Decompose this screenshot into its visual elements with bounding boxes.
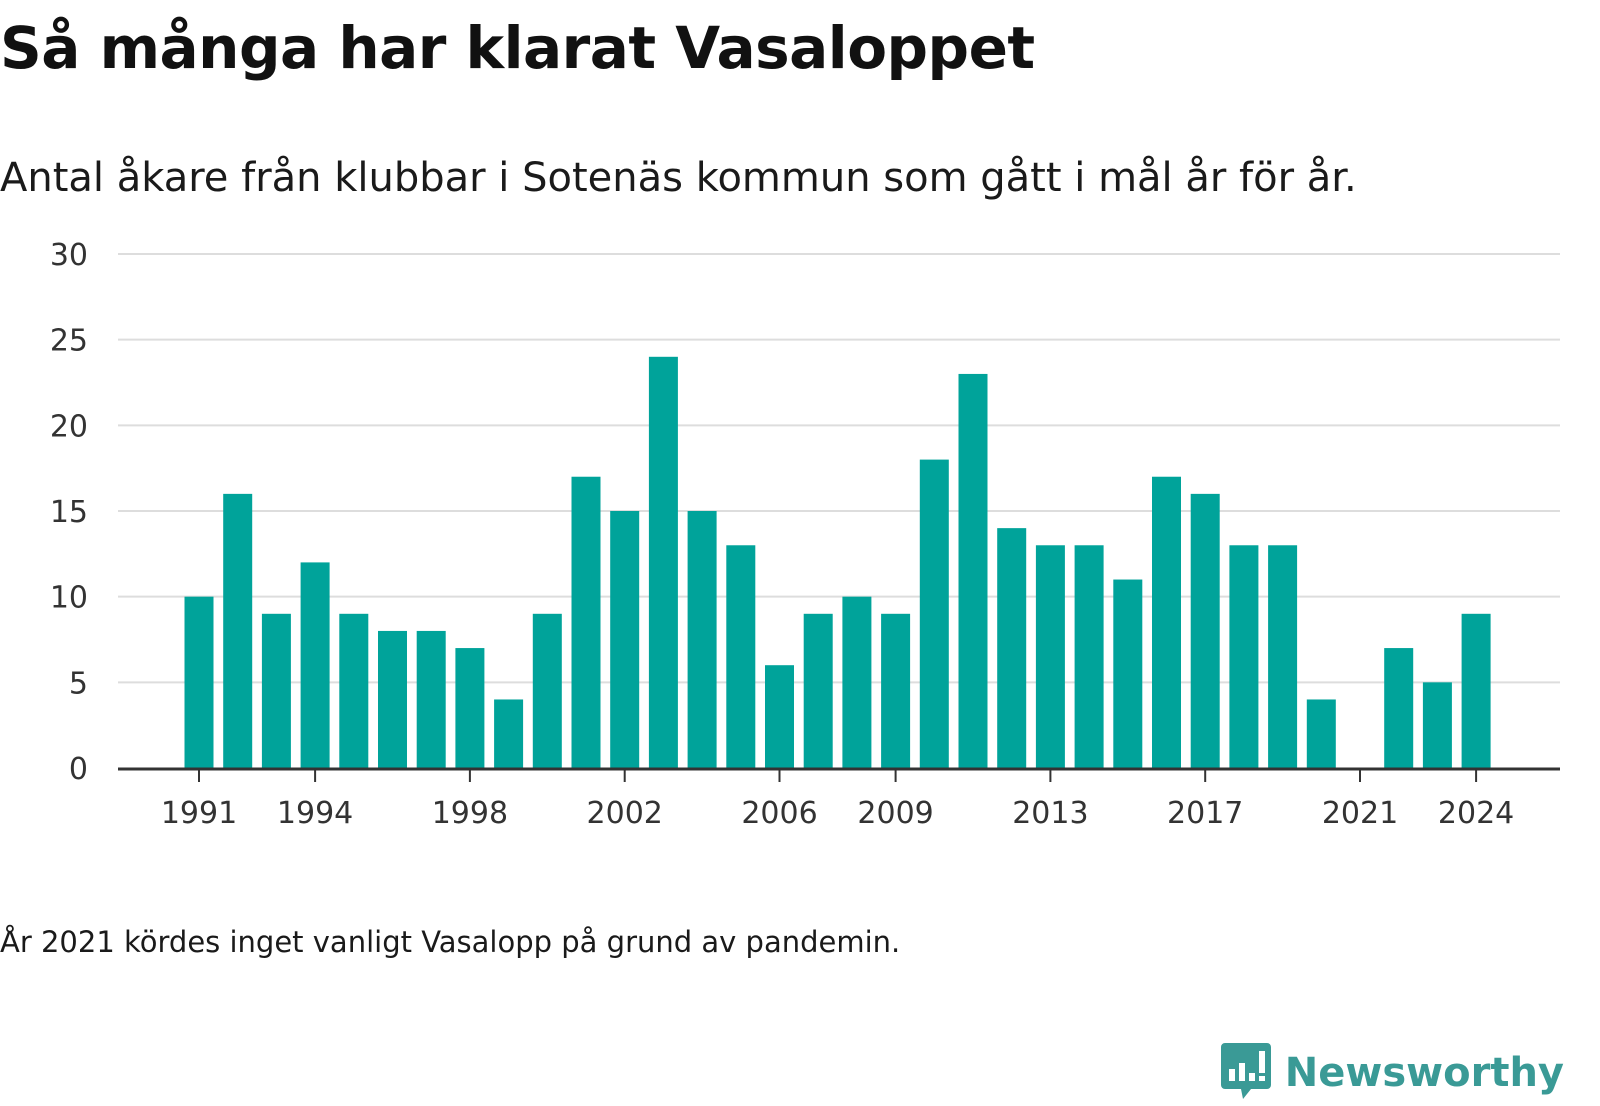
bar-2016 — [1152, 476, 1181, 768]
bar-2010 — [919, 459, 949, 768]
y-tick-label: 15 — [50, 495, 88, 530]
x-tick-label: 2017 — [1167, 796, 1243, 831]
bar-1994 — [300, 562, 330, 768]
x-tick-label: 2024 — [1438, 796, 1514, 831]
bar-1998 — [455, 648, 485, 768]
bar-2017 — [1190, 493, 1220, 768]
bar-1992 — [223, 493, 253, 768]
bar-chart: 0 5 10 15 20 25 30 1991 1994 1998 2002 2006 2009 201… — [50, 238, 1560, 831]
bar-2009 — [881, 613, 911, 768]
chart-subtitle: Antal åkare från klubbar i Sotenäs kommu… — [0, 155, 1357, 201]
x-tick-label: 2006 — [741, 796, 817, 831]
y-tick-label: 5 — [69, 666, 88, 701]
bar-1991 — [184, 596, 214, 768]
y-tick-label: 20 — [50, 409, 88, 444]
y-tick-label: 0 — [69, 752, 88, 787]
x-tick-label: 1994 — [277, 796, 353, 831]
y-tick-label: 10 — [50, 581, 88, 616]
x-tick-label: 2002 — [587, 796, 663, 831]
gridlines — [118, 253, 1560, 684]
x-tick-label: 2009 — [857, 796, 933, 831]
bar-2015 — [1113, 579, 1143, 768]
x-tick-label: 2021 — [1322, 796, 1398, 831]
bar-2014 — [1074, 545, 1104, 768]
bar-2008 — [842, 596, 872, 768]
bar-2024 — [1461, 613, 1491, 768]
x-axis-ticks: 1991 1994 1998 2002 2006 2009 2013 2017 2021 2024 — [161, 769, 1514, 831]
bar-2022 — [1384, 648, 1414, 768]
bar-chart-speech-bubble-icon — [1220, 1043, 1271, 1103]
bar-2023 — [1422, 682, 1452, 768]
bar-1995 — [339, 613, 369, 768]
bar-2018 — [1229, 545, 1259, 768]
bars — [184, 356, 1491, 768]
bar-2012 — [997, 528, 1027, 768]
x-tick-label: 1991 — [161, 796, 237, 831]
y-tick-label: 25 — [50, 324, 88, 359]
bar-1996 — [378, 630, 407, 768]
bar-1997 — [416, 630, 446, 768]
x-tick-label: 1998 — [432, 796, 508, 831]
bar-2005 — [726, 545, 756, 768]
bar-1993 — [261, 613, 291, 768]
bar-2003 — [648, 356, 678, 768]
y-tick-label: 30 — [50, 238, 88, 273]
x-tick-label: 2013 — [1012, 796, 1088, 831]
bar-2002 — [610, 511, 640, 768]
bar-2007 — [803, 613, 833, 768]
bar-2004 — [687, 511, 717, 768]
bar-2001 — [571, 476, 601, 768]
bar-2011 — [958, 373, 988, 768]
bar-1999 — [494, 699, 524, 768]
bar-2000 — [532, 613, 562, 768]
footnote: År 2021 kördes inget vanligt Vasalopp på… — [0, 925, 901, 959]
bar-2013 — [1035, 545, 1065, 768]
bar-2019 — [1268, 545, 1298, 768]
y-axis-ticks: 0 5 10 15 20 25 30 — [50, 238, 88, 787]
chart-title: Så många har klarat Vasaloppet — [0, 14, 1035, 82]
bar-2006 — [765, 665, 794, 768]
bar-2020 — [1306, 699, 1336, 768]
newsworthy-brand: Newsworthy — [1220, 1040, 1564, 1106]
brand-name: Newsworthy — [1284, 1050, 1564, 1096]
